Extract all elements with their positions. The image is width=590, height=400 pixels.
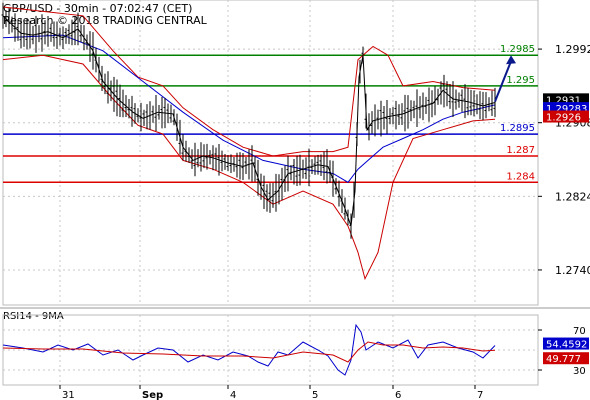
level-label: 1.284 [506,171,535,182]
rsi-series-line [2,323,496,376]
forecast-arrow-line [494,60,512,103]
bollinger-lower-line [2,54,496,281]
x-tick-label: 7 [477,390,483,400]
level-label: 1.295 [506,75,535,86]
price-badge-label: 1.29283 [546,104,587,115]
rsi-panel-label: RSI14 - 9MA [3,311,64,322]
x-tick-label: 5 [312,390,318,400]
x-tick-label: 4 [230,390,236,400]
x-tick-label: 31 [62,390,75,400]
price-tick-label: 1.2740 [555,264,590,277]
level-label: 1.2985 [500,44,535,55]
bollinger-upper-line [2,6,496,157]
rsi-badge [543,352,589,365]
x-tick-label: Sep [142,390,163,400]
moving-average-line [2,34,496,183]
rsi-badge-label: 54.4592 [546,340,587,351]
rsi-badge [543,337,589,350]
price-badge-label: 1.2931 [546,95,581,106]
series-layer [1,2,516,376]
rsi-badge-label: 49.777 [546,354,581,365]
x-tick-label: 6 [395,390,401,400]
grid-layer [0,0,590,386]
price-badge-bollinger [543,110,589,123]
price-tick-label: 1.2992 [555,43,590,56]
forecast-arrow-head [506,55,516,65]
price-bars [1,2,496,239]
level-label: 1.287 [506,145,535,156]
price-tick-label: 1.2824 [555,190,590,203]
rsi-tick-label: 30 [573,366,586,377]
level-layer: 1.2985 1.295 1.2895 1.287 1.284 [3,44,538,184]
price-panel-frame [2,0,539,306]
rsi-tick-label: 70 [573,326,586,337]
price-badge-label: 1.2926 [546,113,581,124]
rsi-series-line [2,341,496,363]
price-line [2,15,496,227]
level-label: 1.2895 [500,123,535,134]
